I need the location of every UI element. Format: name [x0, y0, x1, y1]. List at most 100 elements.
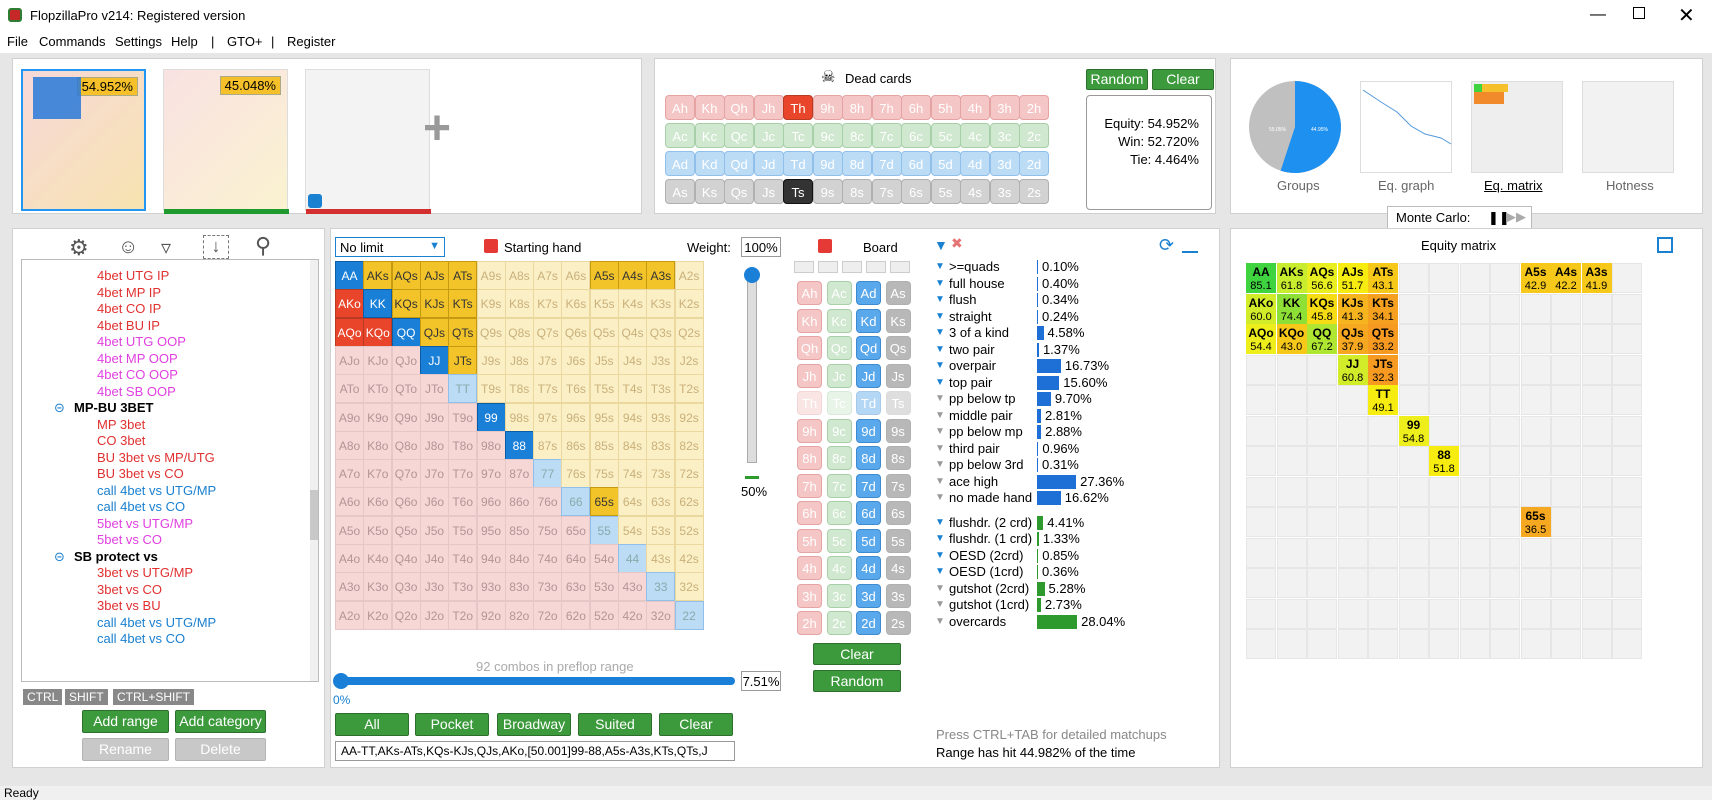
hand-T9s[interactable]: T9s [476, 374, 506, 404]
board-card-5d[interactable]: 5d [856, 528, 881, 553]
board-card-Qd[interactable]: Qd [856, 336, 881, 360]
stat-row[interactable]: ▼ ace high 27.36% [935, 474, 1215, 491]
filter-icon[interactable]: ▼ [935, 582, 945, 594]
eqm-hand-KK[interactable]: KK 74.4 [1276, 293, 1307, 324]
dead-card-Ah[interactable]: Ah [665, 95, 695, 120]
hand-Q5s[interactable]: Q5s [589, 317, 619, 347]
filter-icon[interactable]: ▼ [935, 442, 945, 454]
hand-T2o[interactable]: T2o [448, 600, 478, 630]
hand-Q9o[interactable]: Q9o [391, 402, 421, 432]
add-range-button[interactable]: Add range [82, 710, 169, 733]
dead-card-5d[interactable]: 5d [930, 151, 961, 176]
hand-63s[interactable]: 63s [646, 487, 676, 517]
stat-row[interactable]: ▼ OESD (2crd) 0.85% [935, 548, 1215, 565]
maximize-icon[interactable] [1633, 7, 1645, 19]
eqgraph-label[interactable]: Eq. graph [1378, 178, 1435, 193]
minimize-icon[interactable]: — [1590, 6, 1606, 23]
hand-32o[interactable]: 32o [646, 600, 676, 630]
dead-card-4d[interactable]: 4d [960, 151, 990, 176]
hand-92o[interactable]: 92o [476, 600, 506, 630]
tree-item[interactable]: 5bet vs UTG/MP [97, 515, 194, 531]
hand-J9s[interactable]: J9s [476, 345, 506, 375]
dead-card-As[interactable]: As [665, 179, 695, 204]
hand-42o[interactable]: 42o [618, 600, 647, 630]
hand-T5s[interactable]: T5s [589, 374, 619, 404]
eqm-hand-KQo[interactable]: KQo 43.0 [1276, 324, 1307, 354]
board-card-Qs[interactable]: Qs [885, 336, 911, 360]
hand-J9o[interactable]: J9o [419, 402, 449, 432]
dead-card-Tc[interactable]: Tc [783, 123, 813, 148]
hand-72o[interactable]: 72o [533, 600, 563, 630]
collapse-icon[interactable]: ⊝ [54, 548, 65, 564]
hand-96s[interactable]: 96s [561, 402, 591, 432]
tree-item[interactable]: CO 3bet [97, 433, 146, 448]
dead-card-4h[interactable]: 4h [960, 95, 990, 120]
dead-card-6d[interactable]: 6d [901, 151, 931, 176]
suited-button[interactable]: Suited [578, 713, 652, 736]
hand-A6s[interactable]: A6s [561, 261, 591, 290]
tree-item[interactable]: 3bet vs CO [97, 581, 163, 597]
hand-A2s[interactable]: A2s [674, 261, 704, 290]
hand-A3s[interactable]: A3s [646, 261, 676, 290]
hand-T6o[interactable]: T6o [448, 487, 478, 517]
range-pct-input[interactable]: 7.51% [741, 671, 781, 691]
filter-icon[interactable]: ▼ [935, 310, 945, 322]
hand-T4s[interactable]: T4s [618, 374, 647, 404]
hand-93o[interactable]: 93o [476, 572, 506, 602]
dead-card-2d[interactable]: 2d [1019, 151, 1049, 176]
tree-item[interactable]: BU 3bet vs CO [97, 466, 184, 481]
hotness-thumb[interactable] [1582, 81, 1674, 173]
stat-row[interactable]: ▼ middle pair 2.81% [935, 408, 1215, 425]
eqgraph-thumb[interactable] [1360, 81, 1452, 173]
hand-43s[interactable]: 43s [646, 544, 676, 573]
filter-icon[interactable]: ▼ [935, 492, 945, 503]
filter-icon[interactable]: ▼ [935, 426, 945, 437]
board-card-2c[interactable]: 2c [826, 611, 852, 635]
hand-J8s[interactable]: J8s [504, 345, 534, 375]
dead-card-Jc[interactable]: Jc [753, 123, 784, 148]
hand-QJo[interactable]: QJo [391, 345, 421, 375]
dead-card-Qc[interactable]: Qc [724, 123, 754, 148]
hand-clear-button[interactable]: Clear [659, 713, 733, 736]
filter-icon[interactable]: ▼ [935, 615, 945, 627]
hand-A4s[interactable]: A4s [618, 261, 647, 290]
stat-row[interactable]: ▼ two pair 1.37% [935, 342, 1215, 359]
hand-86s[interactable]: 86s [561, 430, 591, 460]
board-card-Th[interactable]: Th [797, 391, 822, 415]
hand-22[interactable]: 22 [674, 600, 704, 630]
stat-row[interactable]: ▼ top pair 15.60% [935, 375, 1215, 392]
hand-65s[interactable]: 65s [589, 487, 619, 517]
weight-slider-track[interactable] [747, 273, 757, 463]
hand-AKo[interactable]: AKo [335, 289, 364, 319]
shift-tag[interactable]: SHIFT [65, 689, 108, 705]
dead-card-2s[interactable]: 2s [1019, 179, 1049, 204]
dead-card-Ad[interactable]: Ad [665, 151, 695, 176]
ctrl-tag[interactable]: CTRL [23, 689, 63, 705]
limit-select[interactable]: No limit ▼ [335, 237, 445, 257]
stat-row[interactable]: ▼ no made hand 16.62% [935, 490, 1215, 507]
board-card-2s[interactable]: 2s [885, 611, 911, 635]
tree-item[interactable]: 4bet CO OOP [97, 367, 178, 382]
hand-K5o[interactable]: K5o [363, 515, 393, 545]
hand-98s[interactable]: 98s [504, 402, 534, 432]
hand-85o[interactable]: 85o [504, 515, 534, 545]
filter-icon[interactable]: ▼ [935, 549, 945, 561]
hand-K8s[interactable]: K8s [504, 289, 534, 319]
range-pct-slider-track[interactable] [335, 677, 735, 685]
hand-53s[interactable]: 53s [646, 515, 676, 545]
board-card-Ah[interactable]: Ah [797, 281, 822, 305]
hand-64o[interactable]: 64o [561, 544, 591, 573]
dead-card-8c[interactable]: 8c [842, 123, 872, 148]
hand-K8o[interactable]: K8o [363, 430, 393, 460]
tree-item[interactable]: 4bet SB OOP [97, 383, 176, 399]
dead-card-Td[interactable]: Td [783, 151, 813, 176]
board-card-Jh[interactable]: Jh [797, 363, 822, 388]
pocket-button[interactable]: Pocket [415, 713, 489, 736]
dead-card-9h[interactable]: 9h [812, 95, 843, 120]
hand-T3o[interactable]: T3o [448, 572, 478, 602]
hand-63o[interactable]: 63o [561, 572, 591, 602]
filter-icon[interactable]: ▼ [935, 566, 945, 577]
hand-J6o[interactable]: J6o [419, 487, 449, 517]
hand-J7s[interactable]: J7s [533, 345, 563, 375]
hand-92s[interactable]: 92s [674, 402, 704, 432]
